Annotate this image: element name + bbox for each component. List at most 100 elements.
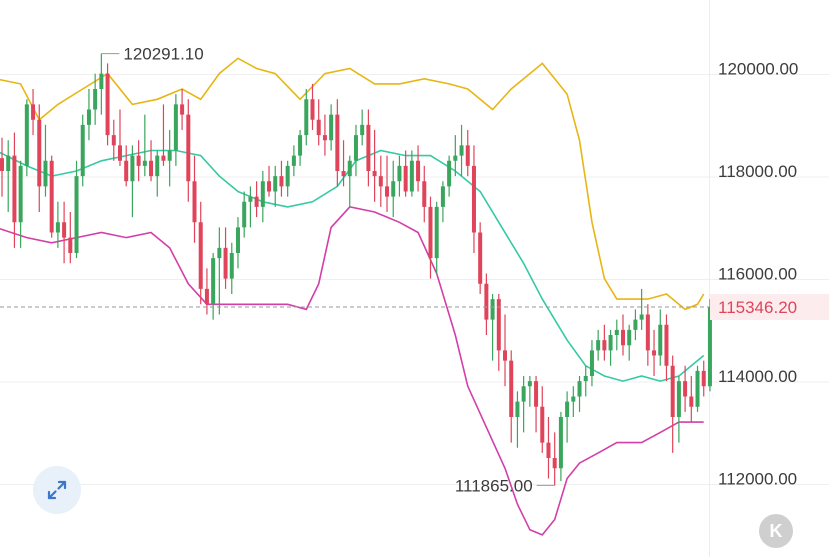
candle — [186, 99, 191, 202]
candle — [248, 186, 253, 228]
candle-body — [242, 201, 247, 228]
candle — [68, 212, 73, 264]
candle-body — [99, 73, 104, 89]
candle — [527, 376, 532, 407]
candle — [316, 99, 321, 146]
expand-chart-button[interactable] — [33, 466, 81, 514]
candle — [142, 114, 147, 177]
candle — [633, 309, 638, 341]
y-tick-label: 116000.00 — [718, 265, 797, 284]
candle-body — [434, 206, 439, 259]
candle — [434, 201, 439, 274]
candle-body — [385, 186, 390, 197]
candle — [577, 376, 582, 412]
price-grid — [0, 74, 829, 485]
candle — [99, 53, 104, 115]
candle — [503, 314, 508, 387]
candle-body — [186, 114, 191, 182]
candle — [260, 171, 265, 223]
candle — [378, 155, 383, 207]
candle — [161, 104, 166, 166]
candle-body — [478, 232, 483, 284]
candle-body — [683, 381, 688, 397]
candle-body — [670, 365, 675, 417]
candle — [55, 201, 60, 248]
candle-body — [347, 160, 352, 177]
candle — [707, 299, 712, 392]
candle — [695, 365, 700, 412]
candle-body — [167, 150, 172, 161]
candle — [683, 365, 688, 412]
candle — [583, 365, 588, 397]
candle — [347, 155, 352, 207]
candle — [93, 73, 98, 125]
candle — [471, 145, 476, 253]
candle-body — [279, 176, 284, 187]
candle — [614, 319, 619, 351]
candle — [341, 140, 346, 187]
candle — [478, 222, 483, 294]
candle — [62, 201, 67, 264]
candle-body — [378, 176, 383, 187]
candle-body — [701, 370, 706, 387]
candle — [304, 89, 309, 146]
candle — [465, 130, 470, 177]
candle-body — [397, 165, 402, 182]
candle-body — [484, 283, 489, 320]
candle-body — [527, 381, 532, 387]
candle — [136, 140, 141, 182]
candle-body — [68, 237, 73, 253]
candle — [204, 268, 209, 315]
candle-body — [43, 160, 48, 187]
candle — [397, 155, 402, 197]
candle-body — [93, 89, 98, 110]
candle-body — [558, 417, 563, 469]
y-axis-labels: 120000.00 118000.00 116000.00 114000.00 1120… — [718, 60, 798, 489]
candle — [211, 253, 216, 320]
candle — [416, 145, 421, 192]
candle-body — [490, 299, 495, 320]
candle-body — [534, 381, 539, 407]
candle — [105, 63, 110, 146]
lower-band-line — [0, 206, 704, 536]
candle-body — [360, 124, 365, 136]
candle-body — [329, 114, 334, 141]
candle-body — [31, 104, 36, 120]
candle — [285, 160, 290, 197]
candle — [596, 329, 601, 361]
candle-body — [322, 135, 327, 141]
candle-body — [589, 350, 594, 376]
candle-body — [0, 158, 4, 171]
candle — [558, 411, 563, 482]
candle-body — [254, 196, 259, 207]
candle — [658, 309, 663, 366]
candle — [273, 165, 278, 207]
candle — [242, 191, 247, 238]
k-line-button[interactable]: K — [759, 514, 793, 548]
upper-band-line — [0, 57, 705, 311]
candle — [49, 155, 54, 238]
candle — [229, 242, 234, 294]
candle-body — [248, 196, 253, 202]
candle — [267, 165, 272, 197]
y-tick-label: 118000.00 — [718, 162, 797, 181]
candle — [589, 340, 594, 387]
candle — [639, 288, 644, 330]
candle — [676, 376, 681, 443]
candle-body — [161, 155, 166, 161]
candle-body — [447, 160, 452, 187]
candle-body — [155, 155, 160, 177]
candle — [192, 155, 197, 243]
candle — [0, 137, 4, 197]
candle-body — [49, 160, 54, 233]
candle — [372, 130, 377, 202]
expand-arrows-icon — [47, 480, 67, 500]
candle — [515, 391, 520, 448]
candle-body — [608, 335, 613, 351]
candle — [217, 227, 222, 315]
candle — [447, 155, 452, 197]
candle — [329, 104, 334, 151]
candle — [279, 160, 284, 197]
y-tick-label: 120000.00 — [718, 60, 798, 79]
